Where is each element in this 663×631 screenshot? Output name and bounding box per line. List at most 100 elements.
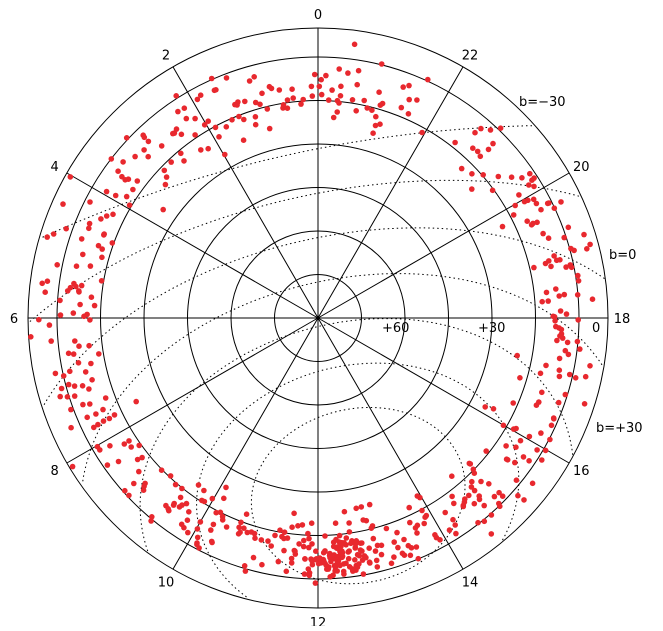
data-point-429 (332, 568, 338, 574)
data-point-186 (58, 385, 65, 392)
data-point-484 (481, 518, 488, 525)
data-point-66 (240, 137, 247, 143)
data-point-189 (67, 368, 73, 375)
data-point-83 (351, 41, 358, 48)
data-point-222 (104, 462, 111, 468)
data-point-321 (378, 542, 385, 549)
data-point-366 (327, 574, 334, 580)
data-point-391 (367, 560, 373, 566)
data-point-67 (232, 101, 238, 108)
data-point-86 (330, 114, 337, 121)
data-point-74 (336, 100, 342, 106)
ra-spoke-14 (317, 317, 464, 570)
data-point-75 (372, 122, 379, 129)
data-point-160 (79, 383, 86, 389)
data-point-599 (531, 183, 537, 190)
data-point-111 (132, 153, 138, 160)
data-point-48 (223, 75, 230, 81)
data-point-610 (485, 146, 492, 153)
data-point-617 (497, 125, 504, 131)
data-point-394 (317, 555, 323, 561)
data-point-78 (354, 81, 361, 88)
data-point-131 (67, 174, 74, 180)
data-point-502 (547, 436, 553, 443)
data-point-487 (471, 487, 478, 494)
data-point-243 (208, 527, 214, 533)
data-point-20 (419, 129, 425, 136)
data-point-153 (75, 360, 82, 366)
data-point-478 (383, 525, 390, 532)
data-point-437 (327, 554, 333, 561)
data-point-164 (46, 322, 53, 328)
data-point-294 (289, 524, 295, 530)
data-point-139 (101, 231, 107, 237)
ra-spoke-22 (317, 66, 464, 319)
data-point-611 (495, 173, 502, 180)
data-point-94 (141, 147, 147, 153)
data-point-615 (499, 223, 506, 230)
galactic-curve-b15 (81, 273, 603, 484)
data-point-539 (574, 338, 581, 345)
data-point-544 (548, 263, 554, 270)
ra-label-6: 6 (10, 312, 18, 327)
data-point-554 (561, 234, 567, 241)
data-point-419 (346, 520, 352, 526)
data-point-300 (272, 532, 278, 539)
data-point-593 (538, 206, 544, 213)
data-point-202 (139, 454, 145, 461)
data-point-289 (265, 538, 271, 544)
data-point-251 (194, 534, 201, 541)
data-point-343 (305, 530, 311, 537)
data-point-493 (468, 484, 475, 490)
data-point-254 (179, 502, 185, 508)
data-point-248 (179, 485, 185, 492)
data-point-18 (298, 101, 304, 107)
data-point-133 (50, 231, 57, 237)
data-point-110 (108, 156, 115, 162)
data-point-58 (198, 147, 204, 153)
data-point-585 (529, 177, 535, 183)
data-point-9 (329, 87, 335, 93)
data-point-601 (477, 153, 484, 160)
data-point-421 (378, 551, 385, 558)
data-point-183 (69, 463, 76, 470)
data-point-32 (175, 108, 181, 115)
data-point-29 (229, 117, 235, 123)
dec-label-plus30: +30 (478, 321, 505, 336)
data-point-477 (488, 531, 495, 537)
data-point-392 (337, 548, 343, 555)
data-point-5 (290, 95, 297, 101)
data-point-8 (373, 113, 379, 120)
data-point-182 (100, 406, 106, 413)
data-points (28, 41, 596, 586)
data-point-558 (574, 292, 581, 298)
data-point-589 (533, 200, 540, 207)
data-point-49 (280, 105, 286, 111)
data-point-405 (407, 519, 413, 526)
data-point-604 (487, 127, 494, 133)
data-point-185 (106, 415, 113, 422)
data-point-127 (98, 216, 104, 222)
data-point-580 (516, 192, 522, 198)
data-point-45 (208, 75, 215, 82)
data-point-602 (527, 170, 533, 177)
data-point-413 (407, 552, 414, 559)
gal-label-b-minus30: b=−30 (519, 95, 566, 110)
data-point-372 (336, 539, 343, 545)
data-point-44 (197, 92, 204, 98)
data-point-3 (289, 86, 295, 92)
data-point-432 (412, 525, 419, 531)
data-point-199 (89, 377, 95, 383)
data-point-518 (572, 375, 579, 381)
data-point-115 (162, 181, 169, 188)
data-point-207 (134, 456, 141, 463)
data-point-47 (264, 106, 271, 112)
data-point-250 (148, 518, 154, 524)
data-point-402 (373, 557, 380, 564)
data-point-482 (529, 480, 536, 487)
data-point-408 (366, 545, 373, 551)
data-point-116 (158, 143, 165, 149)
data-point-534 (520, 454, 527, 460)
data-point-206 (97, 447, 103, 453)
data-point-521 (514, 352, 520, 359)
